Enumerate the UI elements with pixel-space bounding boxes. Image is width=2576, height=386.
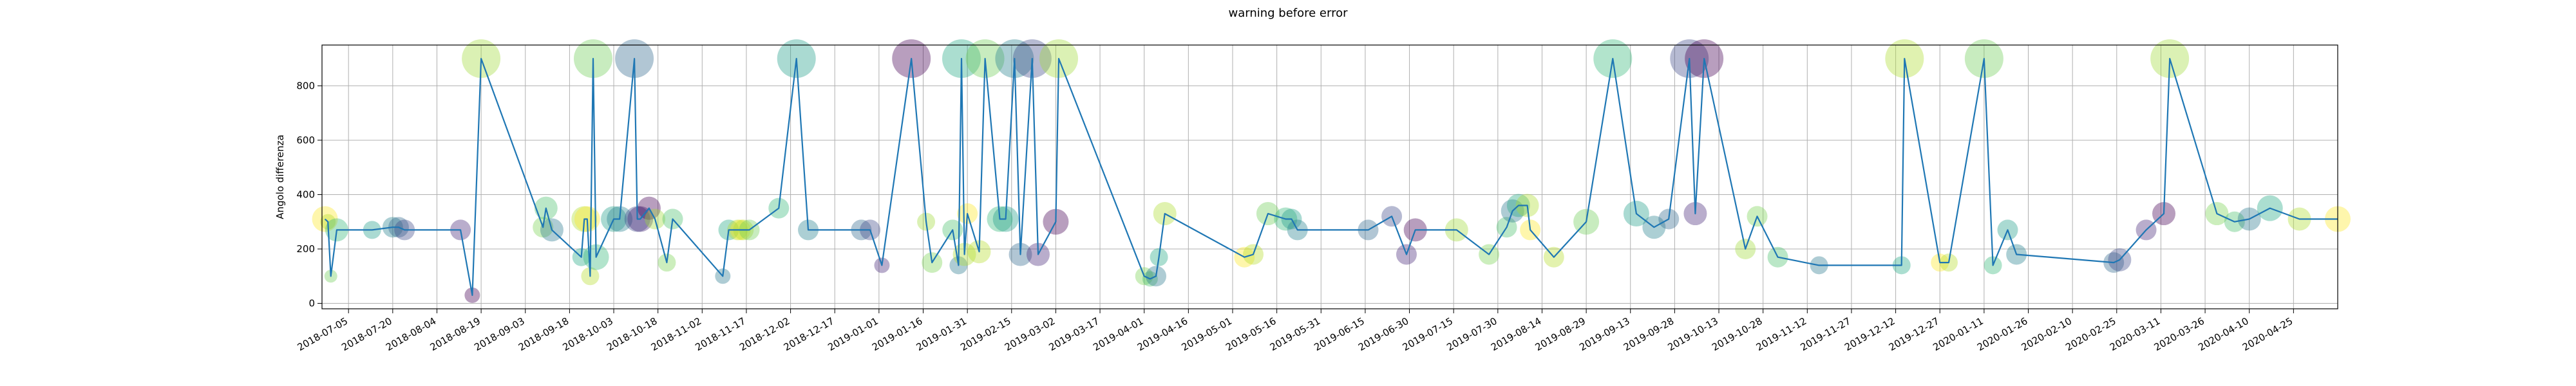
series-line: [324, 57, 2338, 296]
y-axis-label: Angolo differenza: [274, 134, 286, 219]
y-axis: 0 200 400 600 800: [296, 80, 322, 309]
y-tick-label: 200: [296, 243, 315, 255]
y-tick-label: 600: [296, 134, 315, 146]
grid: [322, 45, 2338, 309]
chart-title: warning before error: [1228, 6, 1348, 20]
y-tick-label: 0: [308, 298, 315, 309]
y-tick-label: 800: [296, 80, 315, 91]
plot-frame: [321, 44, 2338, 309]
y-tick-label: 400: [296, 188, 315, 200]
data-point-marker: [312, 206, 338, 232]
plot-area: [312, 39, 2351, 303]
